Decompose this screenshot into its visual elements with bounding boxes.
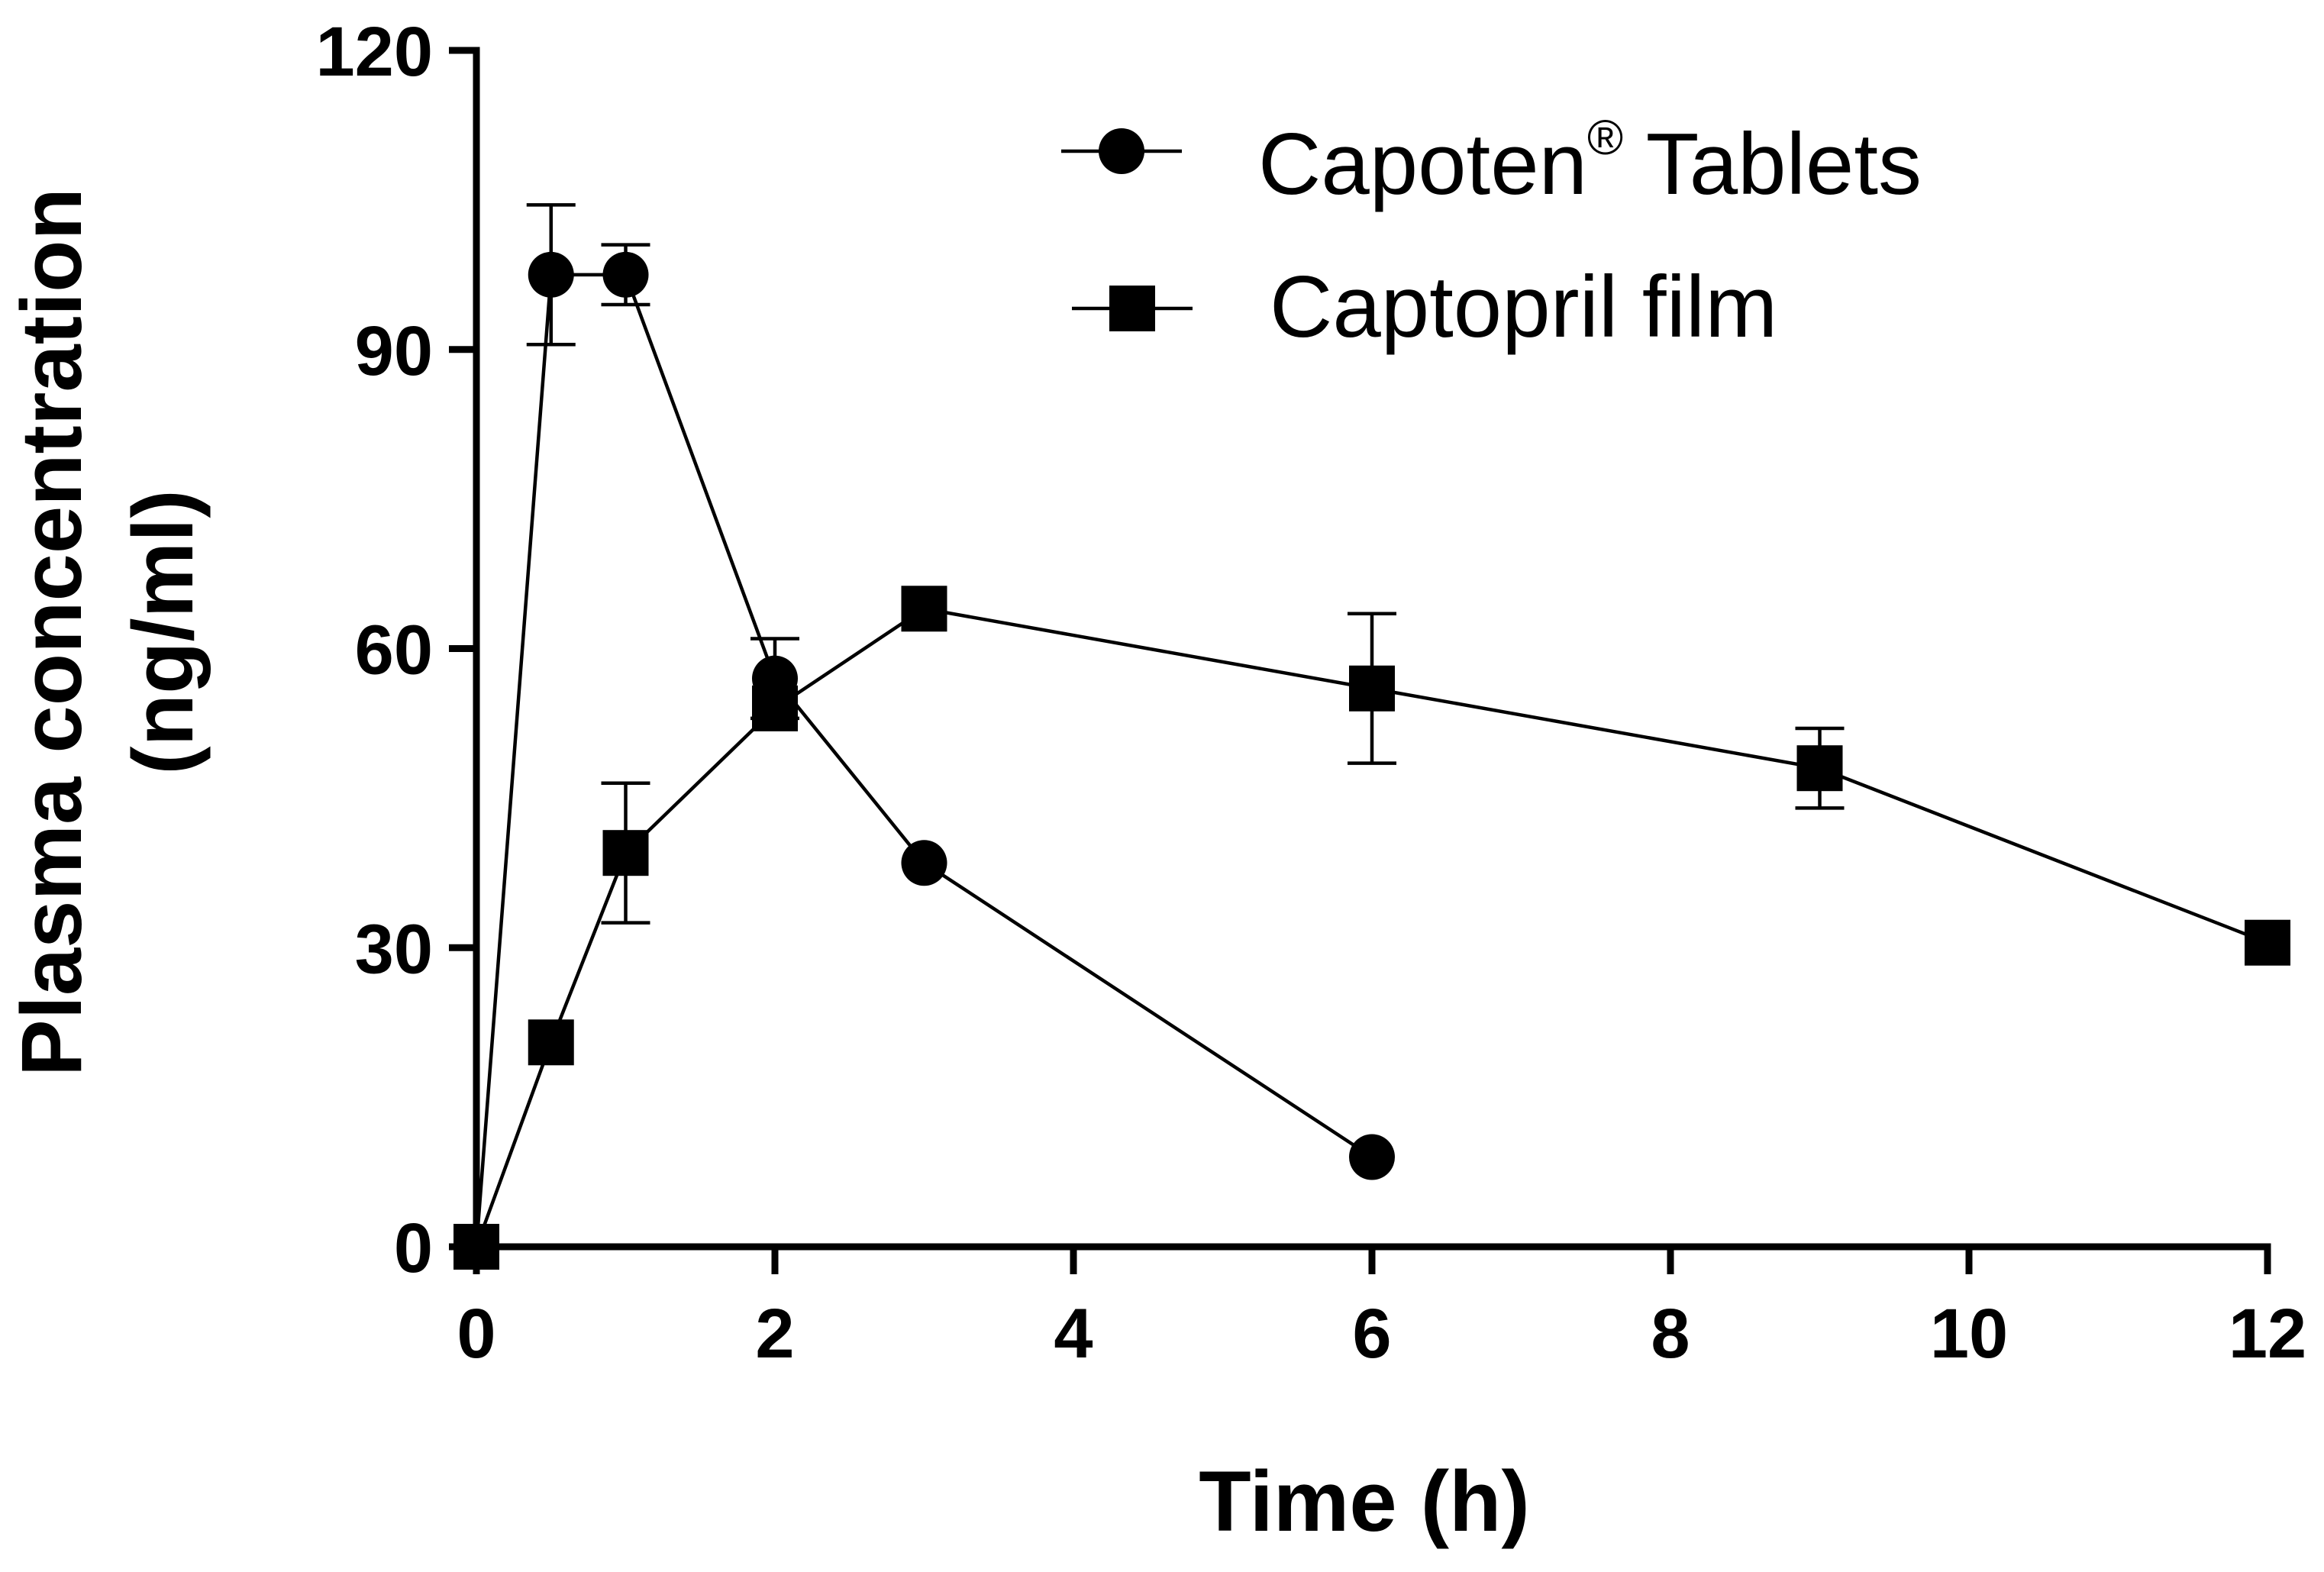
x-tick-label: 4	[1054, 1295, 1093, 1373]
legend-label-superscript: ®	[1587, 110, 1623, 165]
x-tick-label: 2	[755, 1295, 794, 1373]
data-point-square	[901, 586, 947, 632]
legend-entry-captopril-film: Captopril film	[1072, 259, 1777, 356]
data-point-square	[752, 685, 798, 731]
data-point-circle	[602, 251, 649, 298]
data-point-square	[602, 830, 649, 876]
legend-entry-capoten-tablets: Capoten® Tablets	[1061, 110, 1922, 213]
y-tick-label: 60	[355, 612, 433, 689]
legend-label: Captopril film	[1270, 259, 1777, 356]
y-tick-label: 120	[316, 13, 434, 91]
legend-marker-square	[1109, 286, 1155, 331]
series-capoten-tablets	[454, 203, 1395, 1270]
plot-area	[454, 203, 2290, 1270]
x-axis-title: Time (h)	[1199, 1454, 1530, 1549]
x-tick-label: 0	[457, 1295, 495, 1373]
x-tick-label: 10	[1930, 1295, 2008, 1373]
y-tick-label: 30	[355, 910, 433, 988]
data-point-circle	[1349, 1134, 1395, 1180]
legend-label-name: Capoten	[1258, 116, 1587, 213]
x-tick-label: 12	[2229, 1295, 2306, 1373]
y-axis-title-line2: (ng/ml)	[115, 489, 211, 774]
data-point-circle	[528, 251, 574, 298]
data-point-square	[1796, 745, 1843, 792]
y-tick-label: 90	[355, 312, 433, 390]
legend-label-suffix: Tablets	[1623, 116, 1922, 213]
data-point-square	[2245, 919, 2290, 966]
y-tick-label: 0	[394, 1209, 433, 1287]
series-line	[474, 273, 1373, 1248]
y-axis-title-line1: Plasma concentration	[4, 188, 99, 1077]
data-point-circle	[901, 840, 947, 886]
legend-marker-circle	[1099, 128, 1144, 174]
data-point-square	[1349, 665, 1395, 712]
legend-label: Capoten® Tablets	[1258, 110, 1922, 213]
series-line	[474, 606, 2268, 1248]
legend: Capoten® Tablets Captopril film	[1061, 110, 1922, 356]
x-tick-label: 6	[1352, 1295, 1391, 1373]
data-point-square	[528, 1019, 574, 1066]
x-tick-label: 8	[1651, 1295, 1690, 1373]
